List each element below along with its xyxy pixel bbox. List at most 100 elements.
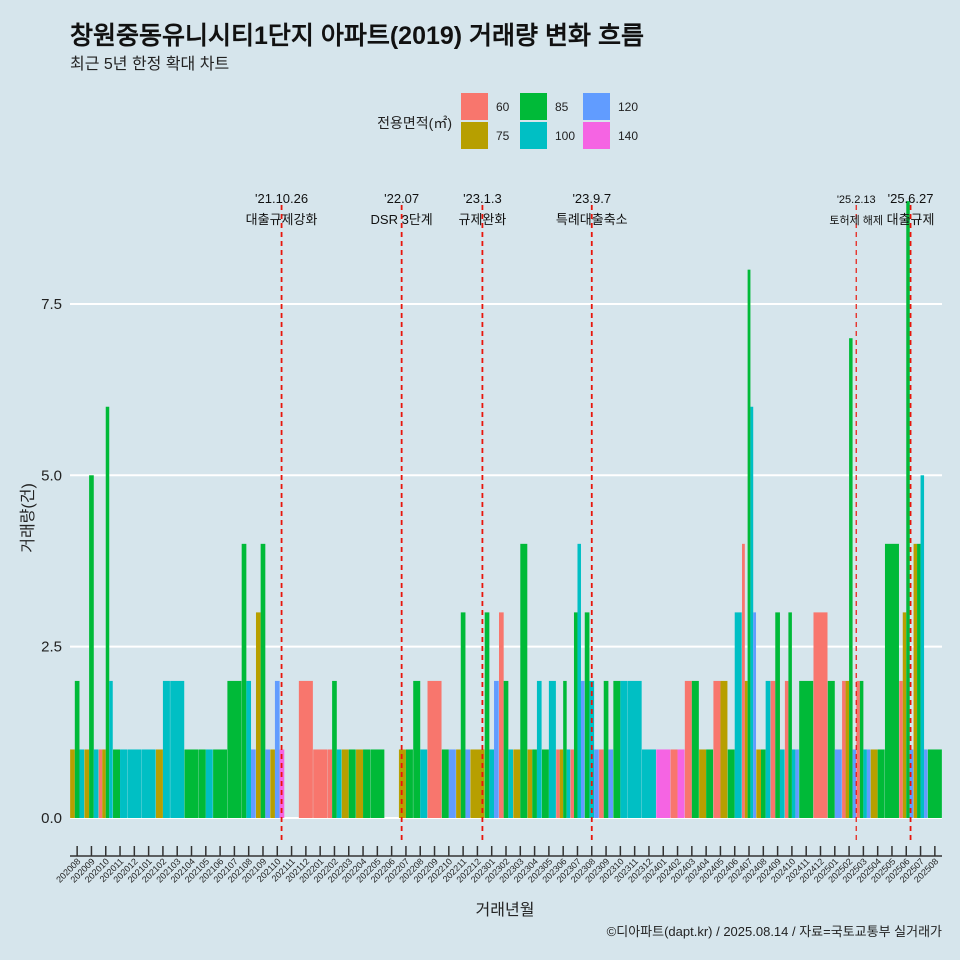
- event-label: 특례대출축소: [556, 212, 628, 227]
- event-date: '23.1.3: [463, 191, 502, 206]
- legend-title: 전용면적(㎡): [377, 115, 452, 131]
- bar-85-202305: [541, 749, 549, 819]
- y-tick-label: 0.0: [41, 810, 62, 827]
- bar-100-202408: [765, 680, 771, 819]
- bar-120-202307: [580, 680, 585, 819]
- bar-60-202309: [599, 749, 604, 819]
- bar-85-202407: [747, 269, 751, 819]
- bar-85-202205: [370, 749, 385, 819]
- bar-85-202108: [241, 543, 247, 819]
- bar-85-202501: [827, 680, 835, 819]
- bar-100-202302: [508, 749, 513, 819]
- bar-85-202406: [727, 749, 735, 819]
- bar-75-202506: [902, 612, 907, 819]
- bar-120-202309: [608, 749, 614, 819]
- bar-120-202506: [909, 749, 914, 819]
- bar-75-202407: [744, 680, 748, 819]
- bar-100-202312: [641, 749, 656, 819]
- bar-85-202306: [563, 680, 567, 819]
- bar-60-202202: [327, 749, 333, 819]
- bar-85-202211: [460, 612, 466, 819]
- bar-75-202405: [720, 680, 728, 819]
- bar-85-202404: [706, 749, 714, 819]
- bar-60-202201: [313, 749, 328, 819]
- bar-120-202507: [924, 749, 928, 819]
- bar-75-202102: [155, 749, 163, 819]
- bar-100-202011: [120, 749, 128, 819]
- x-axis-label: 거래년월: [476, 901, 535, 919]
- bar-85-202207: [405, 749, 413, 819]
- bar-85-202503: [859, 680, 864, 819]
- bar-75-202109: [255, 612, 261, 819]
- bar-100-202012: [127, 749, 142, 819]
- legend-swatch-120: [583, 93, 610, 120]
- bar-120-202407: [753, 612, 757, 819]
- bar-120-202109: [265, 749, 270, 819]
- bar-100-202406: [734, 612, 742, 819]
- legend-label: 75: [496, 129, 510, 143]
- bar-75-202211: [456, 749, 461, 819]
- legend-swatch-140: [583, 122, 610, 149]
- x-axis: 2020082020092020102020112020122021012021…: [54, 846, 942, 885]
- bar-100-202310: [620, 680, 628, 819]
- bar-60-202402: [670, 749, 678, 819]
- event-date: '21.10.26: [255, 191, 308, 206]
- bar-85-202507: [917, 543, 921, 819]
- bar-85-202309: [603, 680, 609, 819]
- bar-100-202301: [489, 749, 495, 819]
- bar-100-202101: [141, 749, 156, 819]
- legend-label: 140: [618, 129, 638, 143]
- chart-title: 창원중동유니시티1단지 아파트(2019) 거래량 변화 흐름: [70, 22, 644, 50]
- bar-100-202009: [93, 749, 99, 819]
- bar-85-202505: [884, 543, 899, 819]
- bar-100-202102: [162, 680, 170, 819]
- bar-75-202504: [870, 749, 878, 819]
- bar-85-202011: [113, 749, 121, 819]
- annotations: '21.10.26 대출규제강화 '22.07 DSR 3단계 '23.1.3 규제완화 '…: [246, 191, 935, 842]
- bar-85-202109: [260, 543, 266, 819]
- bar-75-202304: [527, 749, 533, 819]
- bar-85-202504: [877, 749, 885, 819]
- bar-85-202106: [213, 749, 228, 819]
- bar-100-202503: [863, 749, 867, 819]
- y-axis-label: 거래량(건): [19, 483, 37, 553]
- bar-100-202008: [79, 749, 85, 819]
- event-date: '25.2.13: [837, 194, 876, 206]
- bar-85-202010: [105, 406, 110, 819]
- bar-75-202502: [845, 680, 850, 819]
- chart-subtitle: 최근 5년 한정 확대 차트: [70, 55, 229, 73]
- bar-60-202502: [842, 680, 846, 819]
- bar-100-202105: [205, 749, 213, 819]
- bar-60-202010: [98, 749, 103, 819]
- bar-100-202507: [920, 475, 925, 819]
- bar-85-202508: [927, 749, 942, 819]
- bar-120-202503: [866, 749, 871, 819]
- bar-85-202203: [348, 749, 356, 819]
- bar-85-202307: [573, 612, 578, 819]
- legend-label: 60: [496, 100, 510, 114]
- bar-75-202408: [756, 749, 761, 819]
- legend-swatch-60: [461, 93, 488, 120]
- bar-100-202108: [246, 680, 252, 819]
- bar-100-202304: [536, 680, 542, 819]
- bar-60-202403: [684, 680, 692, 819]
- event-label: 대출규제: [887, 212, 935, 227]
- bar-60-202412: [813, 612, 828, 819]
- event-date: '25.6.27: [888, 191, 934, 206]
- bar-60-202306: [556, 749, 560, 819]
- bar-85-202304: [532, 749, 537, 819]
- event-label: DSR 3단계: [371, 212, 433, 227]
- event-label: 규제완화: [458, 212, 506, 227]
- bar-85-202204: [363, 749, 371, 819]
- bar-100-202407: [750, 406, 754, 819]
- bar-120-202210: [448, 749, 456, 819]
- bar-75-202009: [84, 749, 90, 819]
- bar-85-202008: [74, 680, 80, 819]
- bar-85-202302: [503, 680, 509, 819]
- bar-60-202307: [570, 749, 574, 819]
- event-date: '22.07: [384, 191, 419, 206]
- bar-60-202209: [427, 680, 442, 819]
- event-label: 대출규제강화: [246, 212, 318, 227]
- bar-60-202407: [742, 543, 745, 819]
- bar-140-202401: [656, 749, 671, 819]
